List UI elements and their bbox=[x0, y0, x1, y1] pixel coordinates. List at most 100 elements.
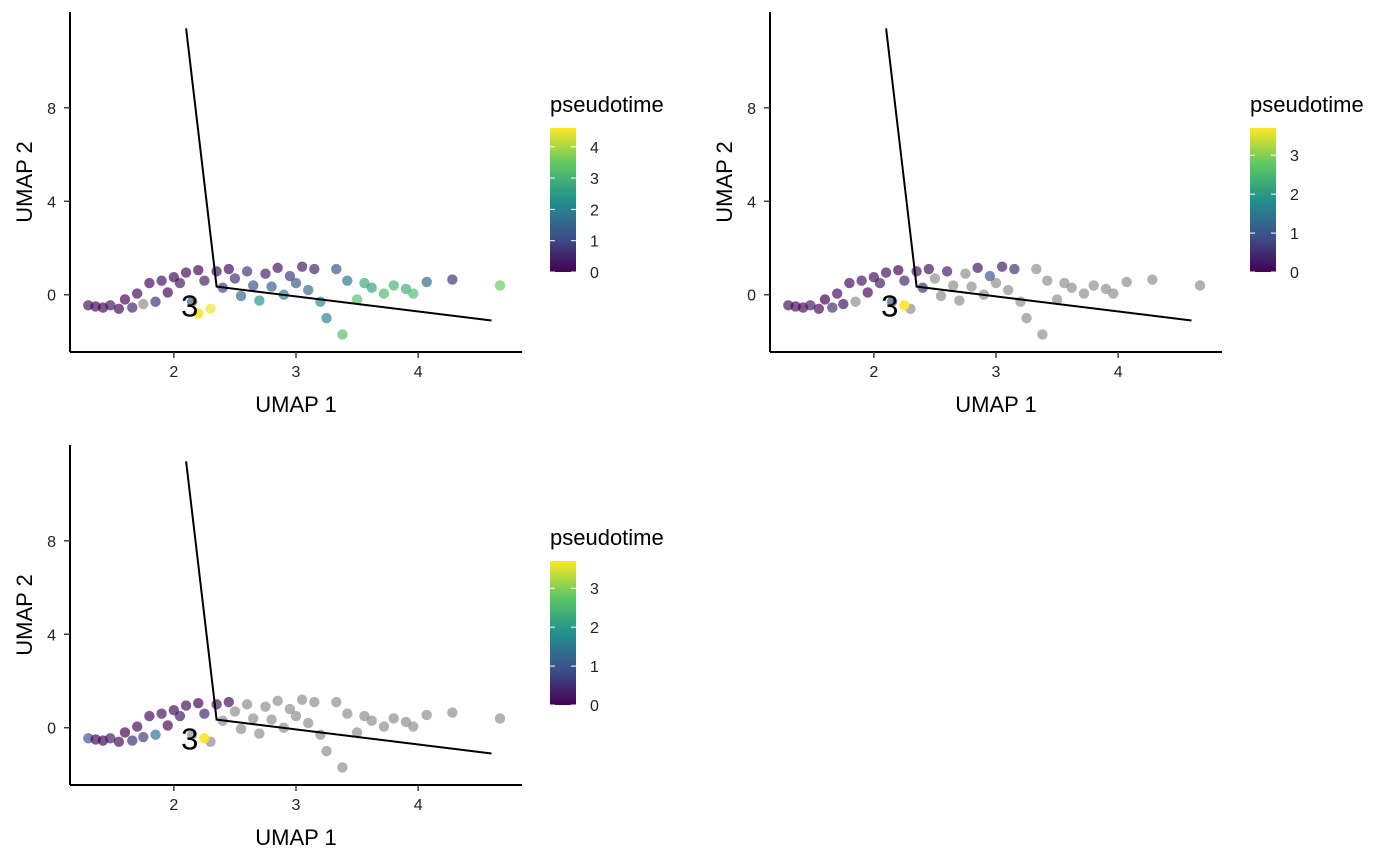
data-point bbox=[366, 715, 377, 726]
data-point bbox=[494, 713, 506, 724]
data-point bbox=[119, 294, 131, 305]
legend-tick-label: 0 bbox=[590, 265, 599, 282]
y-tick-label: 0 bbox=[747, 288, 756, 305]
data-point bbox=[321, 745, 332, 757]
data-point bbox=[351, 294, 363, 305]
data-point bbox=[186, 729, 198, 740]
data-point bbox=[929, 273, 941, 284]
data-point bbox=[138, 298, 149, 310]
data-point bbox=[205, 303, 216, 314]
legend-tick-label: 2 bbox=[1290, 187, 1299, 204]
x-tick-label: 4 bbox=[414, 797, 423, 814]
data-point bbox=[966, 281, 977, 292]
data-point bbox=[241, 266, 253, 277]
highlight-point bbox=[199, 733, 210, 744]
umap-panel-3: 3 2 3 4 0 4 8 UMAP 1 UMAP 2 pseudotime 0 1 2 3 bbox=[12, 445, 664, 850]
y-tick-label: 8 bbox=[47, 534, 56, 551]
data-point bbox=[235, 723, 247, 735]
x-tick-label: 3 bbox=[292, 797, 301, 814]
data-point bbox=[844, 277, 855, 289]
data-point bbox=[923, 263, 935, 275]
legend-tick-label: 1 bbox=[1290, 226, 1299, 243]
data-point bbox=[856, 275, 867, 286]
colorbar bbox=[1250, 128, 1276, 272]
data-point bbox=[378, 721, 390, 732]
data-point bbox=[150, 729, 161, 740]
trajectory-line bbox=[885, 28, 1192, 322]
legend-tick-label: 1 bbox=[590, 234, 599, 251]
data-point bbox=[1147, 274, 1158, 285]
data-point bbox=[248, 713, 259, 724]
legend-tick-label: 2 bbox=[590, 202, 599, 219]
y-axis-title: UMAP 2 bbox=[712, 141, 737, 223]
data-point bbox=[284, 270, 296, 282]
colorbar bbox=[550, 561, 576, 705]
data-point bbox=[211, 699, 222, 710]
data-point bbox=[296, 261, 308, 272]
trajectory-label: 3 bbox=[881, 288, 898, 323]
x-tick-label: 2 bbox=[869, 364, 878, 381]
highlight-point bbox=[899, 300, 910, 311]
data-point bbox=[893, 265, 904, 276]
data-point bbox=[954, 295, 965, 306]
data-point bbox=[1108, 288, 1119, 299]
data-point bbox=[408, 288, 419, 299]
data-point bbox=[193, 698, 204, 709]
data-point bbox=[819, 294, 831, 305]
data-point bbox=[337, 762, 348, 773]
trajectory-label: 3 bbox=[181, 288, 198, 323]
data-point bbox=[162, 287, 173, 298]
data-point bbox=[113, 736, 125, 747]
legend-tick-label: 4 bbox=[590, 140, 599, 157]
data-point bbox=[1121, 276, 1132, 288]
data-point bbox=[899, 275, 910, 286]
data-point bbox=[1009, 263, 1020, 275]
legend-title: pseudotime bbox=[550, 525, 664, 550]
data-point bbox=[831, 288, 843, 299]
data-point bbox=[1051, 294, 1063, 305]
data-point bbox=[1037, 329, 1048, 340]
data-point bbox=[1003, 284, 1014, 296]
data-point bbox=[260, 268, 271, 279]
data-point bbox=[229, 706, 241, 717]
x-axis-title: UMAP 1 bbox=[255, 392, 337, 417]
x-tick-label: 2 bbox=[169, 797, 178, 814]
data-point bbox=[241, 699, 253, 710]
data-point bbox=[254, 295, 265, 306]
legend-tick-label: 0 bbox=[1290, 265, 1299, 282]
legend-tick-label: 1 bbox=[590, 659, 599, 676]
data-point bbox=[494, 280, 506, 291]
x-tick-label: 4 bbox=[1114, 364, 1123, 381]
data-point bbox=[254, 728, 265, 739]
data-point bbox=[290, 710, 302, 722]
data-point bbox=[162, 720, 173, 731]
data-point bbox=[127, 735, 138, 746]
data-point bbox=[193, 265, 204, 276]
data-point bbox=[150, 296, 161, 307]
data-point bbox=[260, 701, 271, 712]
data-point bbox=[1031, 263, 1042, 275]
data-point bbox=[342, 275, 353, 286]
data-point bbox=[984, 270, 996, 282]
data-point bbox=[309, 696, 320, 708]
data-point bbox=[351, 727, 363, 738]
x-tick-label: 4 bbox=[414, 364, 423, 381]
trajectory-label: 3 bbox=[181, 721, 198, 756]
x-tick-label: 2 bbox=[169, 364, 178, 381]
data-point bbox=[156, 708, 167, 719]
data-point bbox=[827, 302, 838, 313]
data-point bbox=[388, 713, 399, 724]
data-point bbox=[1021, 312, 1032, 324]
data-point bbox=[408, 721, 419, 732]
data-point bbox=[960, 268, 971, 279]
data-point bbox=[1042, 275, 1053, 286]
data-point bbox=[119, 727, 131, 738]
data-point bbox=[131, 721, 143, 732]
data-point bbox=[303, 717, 314, 729]
data-point bbox=[880, 267, 892, 278]
data-point bbox=[303, 284, 314, 296]
data-point bbox=[144, 277, 155, 289]
data-point bbox=[838, 298, 849, 310]
data-point bbox=[1194, 280, 1206, 291]
